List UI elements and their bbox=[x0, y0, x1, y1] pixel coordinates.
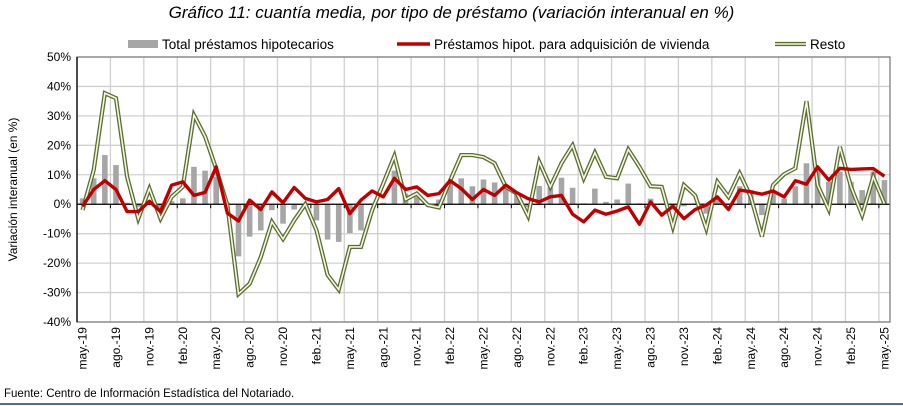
x-tick-label: nov.-21 bbox=[410, 327, 424, 366]
bar-total-prestamos bbox=[825, 181, 832, 205]
x-tick-label: may.-20 bbox=[209, 327, 223, 370]
bar-total-prestamos bbox=[681, 204, 687, 207]
bar-total-prestamos bbox=[781, 198, 787, 205]
x-tick-label: feb.-24 bbox=[710, 327, 724, 365]
bar-total-prestamos bbox=[625, 183, 632, 205]
bar-total-prestamos bbox=[391, 170, 398, 205]
bar-total-prestamos bbox=[536, 185, 542, 205]
bar-total-prestamos bbox=[191, 166, 197, 205]
x-tick-label: ago.-21 bbox=[376, 327, 390, 368]
bar-total-prestamos bbox=[168, 201, 175, 205]
bar-total-prestamos bbox=[113, 165, 119, 205]
bar-total-prestamos bbox=[413, 196, 420, 205]
bar-total-prestamos bbox=[79, 198, 86, 205]
bar-total-prestamos bbox=[469, 186, 476, 205]
legend-label-vivienda: Préstamos hipot. para adquisición de viv… bbox=[434, 37, 710, 52]
bar-total-prestamos bbox=[124, 202, 130, 205]
bar-total-prestamos bbox=[347, 204, 353, 234]
bar-total-prestamos bbox=[870, 171, 877, 205]
bar-total-prestamos bbox=[592, 188, 598, 205]
x-tick-label: may.-25 bbox=[877, 327, 891, 370]
x-tick-label: ago.-22 bbox=[510, 327, 524, 368]
x-tick-label: may.-23 bbox=[610, 327, 624, 370]
x-tick-label: nov.-19 bbox=[142, 327, 156, 366]
x-tick-label: nov.-23 bbox=[677, 327, 691, 366]
bar-total-prestamos bbox=[703, 204, 710, 214]
bar-total-prestamos bbox=[714, 198, 721, 205]
bar-total-prestamos bbox=[180, 198, 186, 205]
legend-label-resto: Resto bbox=[810, 37, 845, 52]
legend-label-total: Total préstamos hipotecarios bbox=[162, 37, 334, 52]
bar-total-prestamos bbox=[324, 204, 331, 240]
x-tick-label: may.-24 bbox=[744, 327, 758, 370]
y-tick-label: 20% bbox=[47, 138, 71, 152]
y-tick-label: -30% bbox=[43, 286, 71, 300]
y-tick-label: 40% bbox=[47, 79, 71, 93]
bar-total-prestamos bbox=[157, 204, 164, 209]
bar-total-prestamos bbox=[480, 179, 487, 205]
x-tick-label: may.-19 bbox=[76, 327, 90, 370]
bar-total-prestamos bbox=[135, 204, 142, 208]
y-tick-label: 50% bbox=[47, 50, 71, 64]
x-tick-label: feb.-25 bbox=[844, 327, 858, 365]
bar-total-prestamos bbox=[848, 181, 854, 205]
bar-total-prestamos bbox=[759, 204, 765, 216]
bar-total-prestamos bbox=[257, 204, 264, 231]
chart-title: Gráfico 11: cuantía media, por tipo de p… bbox=[168, 3, 735, 22]
bar-total-prestamos bbox=[770, 193, 776, 205]
y-tick-label: 10% bbox=[47, 168, 71, 182]
x-tick-label: nov.-20 bbox=[276, 327, 290, 366]
x-tick-label: nov.-24 bbox=[811, 327, 825, 366]
bar-total-prestamos bbox=[313, 204, 320, 221]
bar-total-prestamos bbox=[269, 204, 275, 211]
bar-total-prestamos bbox=[558, 177, 565, 205]
figure-bottom-border bbox=[0, 403, 903, 405]
x-tick-label: feb.-20 bbox=[176, 327, 190, 365]
bar-total-prestamos bbox=[335, 204, 342, 242]
bar-total-prestamos bbox=[614, 199, 620, 205]
bar-total-prestamos bbox=[736, 186, 743, 205]
bar-total-prestamos bbox=[502, 186, 509, 205]
legend-swatch-total bbox=[128, 40, 158, 48]
x-tick-label: feb.-23 bbox=[577, 327, 591, 365]
y-tick-label: -10% bbox=[43, 227, 71, 241]
source-note: Fuente: Centro de Información Estadístic… bbox=[4, 388, 295, 400]
bar-total-prestamos bbox=[447, 183, 453, 205]
bar-total-prestamos bbox=[837, 171, 843, 205]
y-tick-label: -20% bbox=[43, 256, 71, 270]
bar-total-prestamos bbox=[436, 199, 442, 205]
x-tick-label: feb.-22 bbox=[443, 327, 457, 365]
bar-total-prestamos bbox=[280, 204, 286, 224]
bar-total-prestamos bbox=[458, 178, 465, 205]
bar-total-prestamos bbox=[792, 186, 799, 205]
x-tick-label: may.-22 bbox=[477, 327, 491, 370]
x-tick-label: ago.-19 bbox=[109, 327, 123, 368]
bar-total-prestamos bbox=[213, 176, 220, 205]
x-tick-label: ago.-24 bbox=[777, 327, 791, 368]
bar-total-prestamos bbox=[881, 180, 888, 205]
bar-total-prestamos bbox=[603, 201, 609, 205]
bar-total-prestamos bbox=[859, 190, 865, 205]
bar-total-prestamos bbox=[514, 193, 520, 205]
line-adquisicion-vivienda bbox=[81, 165, 886, 226]
y-axis-title: Variación interanual (en %) bbox=[6, 118, 20, 262]
y-tick-label: 30% bbox=[47, 109, 71, 123]
bar-total-prestamos bbox=[246, 204, 253, 237]
x-tick-label: ago.-20 bbox=[243, 327, 257, 368]
bar-total-prestamos bbox=[380, 202, 387, 205]
x-tick-label: may.-21 bbox=[343, 327, 357, 370]
bar-total-prestamos bbox=[202, 170, 208, 205]
y-tick-label: 0% bbox=[54, 197, 72, 211]
bar-total-prestamos bbox=[569, 187, 576, 205]
bar-total-prestamos bbox=[291, 204, 297, 210]
bar-total-prestamos bbox=[358, 204, 364, 231]
x-tick-label: nov.-22 bbox=[543, 327, 557, 366]
x-tick-label: feb.-21 bbox=[309, 327, 323, 365]
y-tick-label: -40% bbox=[43, 315, 71, 329]
x-tick-label: ago.-23 bbox=[644, 327, 658, 368]
bar-total-prestamos bbox=[235, 204, 242, 257]
